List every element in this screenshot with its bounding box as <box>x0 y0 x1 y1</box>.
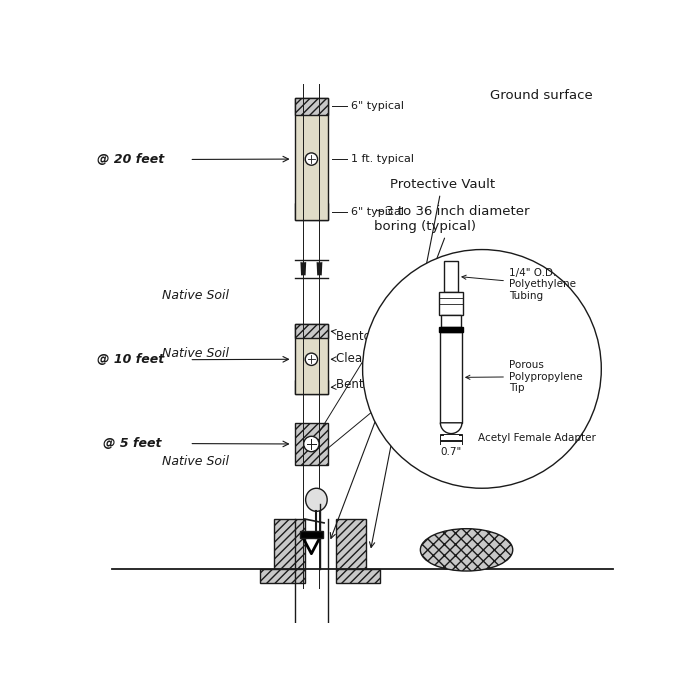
Bar <box>444 261 458 292</box>
Bar <box>295 98 328 220</box>
Circle shape <box>305 353 318 365</box>
Bar <box>439 292 463 315</box>
Bar <box>439 326 463 332</box>
Text: Native Soil: Native Soil <box>162 455 230 468</box>
Bar <box>440 433 462 441</box>
Wedge shape <box>440 423 462 433</box>
Text: Clean sand: Clean sand <box>331 352 401 365</box>
Text: Protective Vault: Protective Vault <box>370 178 495 547</box>
Circle shape <box>363 250 601 489</box>
Bar <box>295 423 328 466</box>
Text: 6" typical: 6" typical <box>351 102 404 111</box>
Bar <box>274 519 305 569</box>
Text: Native Soil: Native Soil <box>162 347 230 360</box>
Bar <box>260 569 305 583</box>
Bar <box>441 315 461 326</box>
Text: 1.2": 1.2" <box>400 372 422 382</box>
Bar <box>336 569 380 583</box>
Bar <box>300 531 323 538</box>
Circle shape <box>305 153 318 165</box>
Text: Porous
Polypropylene
Tip: Porous Polypropylene Tip <box>466 360 582 393</box>
Text: ~3 to 36 inch diameter
boring (typical): ~3 to 36 inch diameter boring (typical) <box>330 204 530 538</box>
Ellipse shape <box>306 489 327 511</box>
Text: 0.7": 0.7" <box>440 447 462 457</box>
Text: @ 10 feet: @ 10 feet <box>97 354 164 366</box>
Bar <box>336 519 367 569</box>
Bar <box>295 98 328 115</box>
Text: @ 20 feet: @ 20 feet <box>97 153 164 166</box>
Bar <box>295 381 328 394</box>
Text: 6" typical: 6" typical <box>351 206 404 217</box>
Bar <box>295 324 328 394</box>
Ellipse shape <box>420 528 512 571</box>
Text: Native Soil: Native Soil <box>162 289 230 302</box>
Text: Bentonite seal: Bentonite seal <box>331 330 421 343</box>
Bar <box>295 324 328 338</box>
Bar <box>295 203 328 220</box>
Bar <box>440 332 462 423</box>
Text: Acetyl Female Adapter: Acetyl Female Adapter <box>478 433 596 443</box>
Text: 1.2": 1.2" <box>400 307 422 317</box>
Text: Ground surface: Ground surface <box>490 89 592 102</box>
Text: Bentonite seal: Bentonite seal <box>331 378 421 391</box>
Circle shape <box>304 436 319 452</box>
Text: 1/4" O.D.
Polyethylene
Tubing: 1/4" O.D. Polyethylene Tubing <box>462 267 576 301</box>
Text: 1 ft. typical: 1 ft. typical <box>351 154 414 164</box>
Text: @ 5 feet: @ 5 feet <box>103 437 162 450</box>
